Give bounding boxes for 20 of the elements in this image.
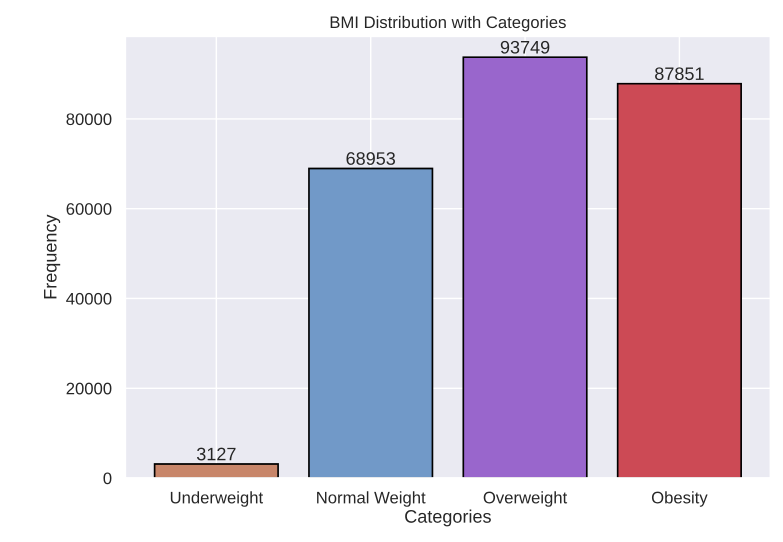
y-tick-label: 40000 [66, 292, 112, 305]
bar [616, 82, 742, 478]
bar [154, 463, 279, 478]
y-tick-label: 60000 [66, 203, 112, 215]
data-label: 3127 [196, 448, 236, 460]
x-tick-label: Obesity [652, 491, 708, 507]
x-tick-label: Underweight [170, 491, 264, 507]
bar [462, 56, 588, 478]
y-tick-label: 80000 [66, 113, 112, 126]
bar [308, 168, 434, 478]
x-axis-title: Categories [405, 510, 491, 526]
x-tick-label: Normal Weight [317, 491, 426, 507]
y-axis-title: Frequency [44, 214, 60, 298]
data-label: 87851 [655, 67, 704, 80]
y-tick-label: 0 [103, 472, 112, 484]
x-tick-label: Overweight [484, 491, 568, 507]
chart-title: BMI Distribution with Categories [330, 16, 566, 32]
data-label: 68953 [346, 152, 396, 165]
data-label: 93749 [500, 40, 550, 54]
y-tick-label: 20000 [66, 382, 112, 394]
